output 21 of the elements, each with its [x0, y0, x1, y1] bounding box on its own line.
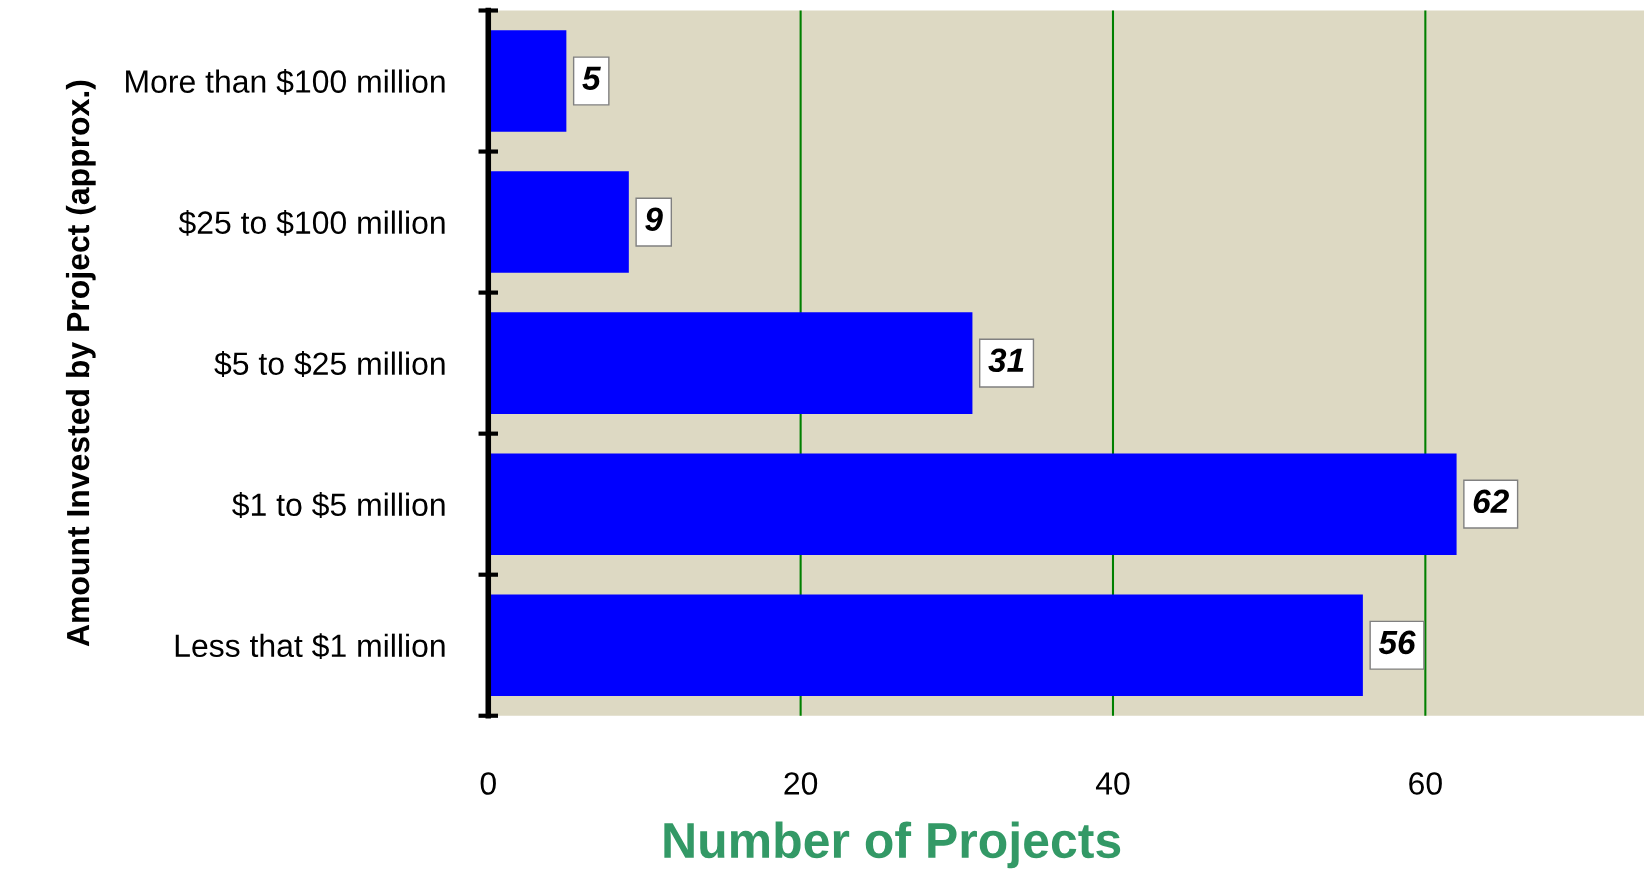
- x-tick-label: 20: [784, 772, 818, 795]
- y-tick-label: Less that $1 million: [175, 633, 445, 660]
- data-label: 9: [645, 207, 663, 232]
- x-tick-label: 60: [1409, 772, 1442, 795]
- y-tick-label: $5 to $25 million: [214, 351, 445, 377]
- bar: [488, 171, 629, 273]
- y-tick-label: More than $100 million: [126, 68, 445, 95]
- x-tick-label: 0: [480, 772, 496, 795]
- bar: [488, 312, 973, 414]
- data-label: 62: [1473, 489, 1509, 514]
- y-tick-label: $1 to $5 million: [232, 492, 445, 518]
- x-tick-label: 40: [1095, 772, 1130, 795]
- bar: [488, 30, 567, 132]
- bar: [488, 594, 1363, 696]
- y-axis-title: Amount Invested by Project (approx.): [65, 80, 96, 647]
- data-label: 56: [1378, 630, 1416, 655]
- data-label: 5: [582, 66, 601, 90]
- y-tick-label: $25 to $100 million: [178, 210, 445, 236]
- bar: [488, 453, 1457, 555]
- data-label: 31: [988, 348, 1024, 373]
- x-axis-title: Number of Projects: [664, 821, 1121, 869]
